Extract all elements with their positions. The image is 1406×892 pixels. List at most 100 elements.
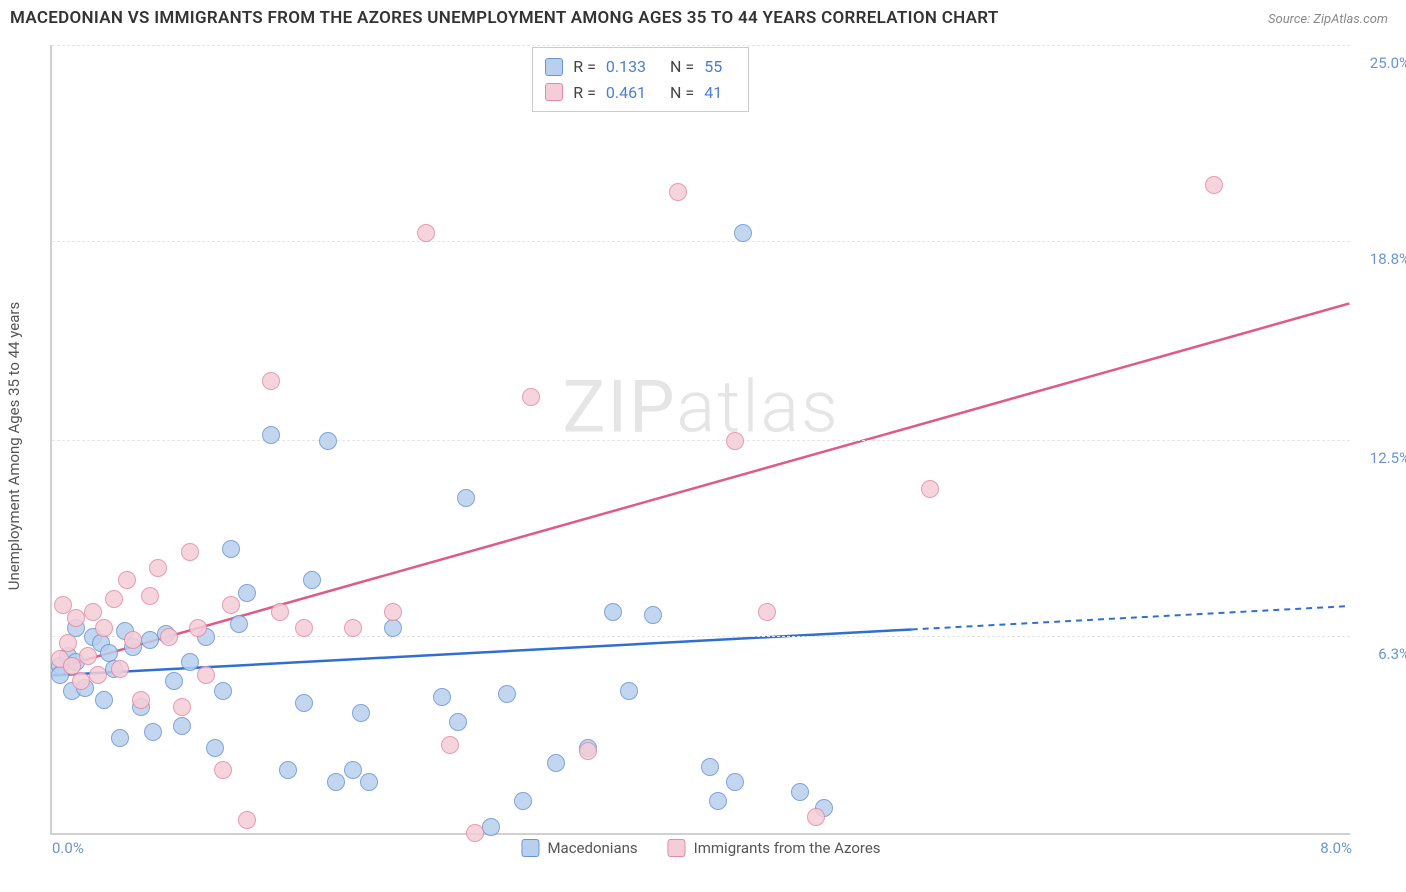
scatter-point [433, 688, 451, 706]
scatter-point [384, 603, 402, 621]
scatter-point [522, 388, 540, 406]
scatter-point [758, 603, 776, 621]
bottom-legend: Macedonians Immigrants from the Azores [521, 839, 880, 857]
scatter-point [144, 723, 162, 741]
y-tick-label: 12.5% [1355, 449, 1406, 467]
scatter-point [669, 183, 687, 201]
scatter-point [726, 432, 744, 450]
gridline [52, 440, 1350, 441]
scatter-point [514, 792, 532, 810]
swatch-s1 [545, 58, 563, 76]
x-tick-label: 0.0% [52, 839, 84, 857]
gridline [52, 241, 1350, 242]
legend-label-s1: Macedonians [547, 839, 637, 857]
scatter-point [726, 773, 744, 791]
scatter-point [644, 606, 662, 624]
stats-row-s2: R = 0.461 N = 41 [545, 80, 736, 106]
scatter-point [132, 691, 150, 709]
scatter-point [457, 489, 475, 507]
scatter-point [165, 672, 183, 690]
scatter-point [319, 432, 337, 450]
scatter-point [295, 694, 313, 712]
scatter-point [118, 571, 136, 589]
legend-item-s1: Macedonians [521, 839, 637, 857]
swatch-s2 [545, 83, 563, 101]
scatter-point [441, 736, 459, 754]
scatter-point [579, 742, 597, 760]
scatter-point [701, 758, 719, 776]
scatter-point [84, 603, 102, 621]
scatter-point [181, 653, 199, 671]
scatter-point [271, 603, 289, 621]
y-tick-label: 25.0% [1355, 54, 1406, 72]
scatter-point [189, 619, 207, 637]
watermark: ZIPatlas [562, 365, 839, 450]
legend-label-s2: Immigrants from the Azores [694, 839, 881, 857]
y-tick-label: 18.8% [1355, 250, 1406, 268]
scatter-point [160, 628, 178, 646]
scatter-point [620, 682, 638, 700]
scatter-point [384, 619, 402, 637]
gridline [52, 45, 1350, 46]
scatter-point [482, 818, 500, 836]
scatter-point [344, 761, 362, 779]
scatter-point [327, 773, 345, 791]
scatter-point [173, 698, 191, 716]
scatter-point [230, 615, 248, 633]
scatter-point [89, 666, 107, 684]
scatter-point [352, 704, 370, 722]
scatter-point [141, 587, 159, 605]
scatter-point [238, 584, 256, 602]
legend-item-s2: Immigrants from the Azores [668, 839, 881, 857]
scatter-point [466, 824, 484, 842]
scatter-point [95, 619, 113, 637]
scatter-point [279, 761, 297, 779]
scatter-point [238, 811, 256, 829]
trend-lines [52, 45, 1350, 833]
y-tick-label: 6.3% [1355, 645, 1406, 663]
scatter-point [214, 682, 232, 700]
stats-row-s1: R = 0.133 N = 55 [545, 54, 736, 80]
scatter-point [262, 372, 280, 390]
scatter-point [1205, 176, 1223, 194]
scatter-point [214, 761, 232, 779]
scatter-point [807, 808, 825, 826]
scatter-point [547, 754, 565, 772]
swatch-s1-b [521, 839, 539, 857]
gridline [52, 636, 1350, 637]
scatter-point [124, 631, 142, 649]
scatter-point [79, 647, 97, 665]
scatter-point [498, 685, 516, 703]
scatter-point [295, 619, 313, 637]
scatter-point [449, 713, 467, 731]
scatter-point [59, 634, 77, 652]
scatter-point [344, 619, 362, 637]
scatter-point [604, 603, 622, 621]
x-tick-label: 8.0% [1320, 839, 1352, 857]
scatter-point [734, 224, 752, 242]
scatter-point [149, 559, 167, 577]
scatter-point [181, 543, 199, 561]
scatter-point [206, 739, 224, 757]
chart-title: MACEDONIAN VS IMMIGRANTS FROM THE AZORES… [10, 8, 999, 28]
scatter-point [417, 224, 435, 242]
scatter-point [105, 590, 123, 608]
scatter-point [360, 773, 378, 791]
source-attribution: Source: ZipAtlas.com [1268, 12, 1388, 27]
scatter-point [791, 783, 809, 801]
scatter-point [111, 729, 129, 747]
chart-plot-area: ZIPatlas R = 0.133 N = 55 R = 0.461 N = … [50, 45, 1350, 835]
y-axis-label: Unemployment Among Ages 35 to 44 years [5, 302, 23, 590]
swatch-s2-b [668, 839, 686, 857]
scatter-point [197, 666, 215, 684]
scatter-point [111, 660, 129, 678]
scatter-point [222, 540, 240, 558]
scatter-point [303, 571, 321, 589]
scatter-point [921, 480, 939, 498]
scatter-point [709, 792, 727, 810]
scatter-point [173, 717, 191, 735]
scatter-point [222, 596, 240, 614]
scatter-point [95, 691, 113, 709]
stats-legend: R = 0.133 N = 55 R = 0.461 N = 41 [532, 47, 749, 112]
scatter-point [262, 426, 280, 444]
